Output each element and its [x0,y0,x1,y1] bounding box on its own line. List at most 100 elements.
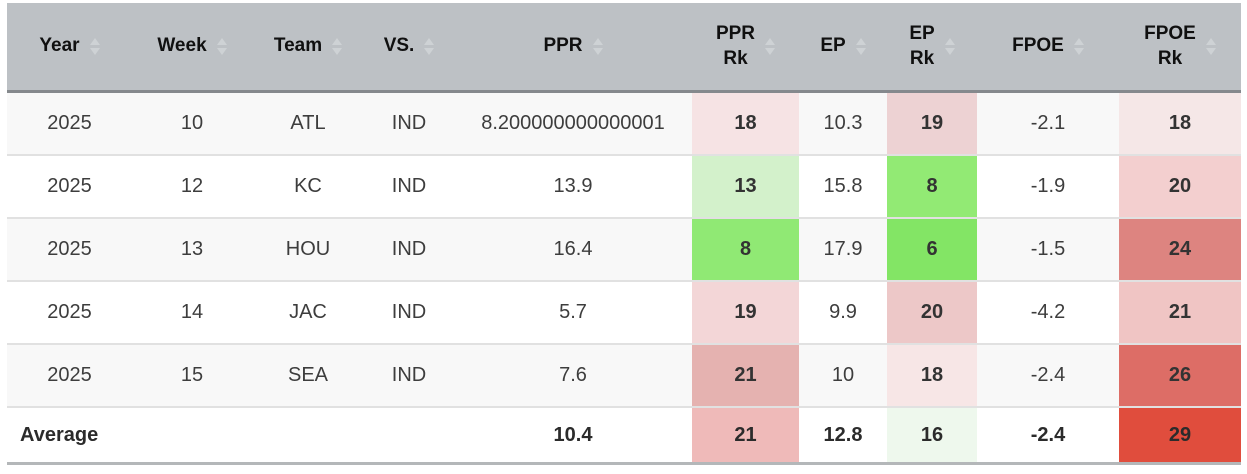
game-row: 2025 10 ATL IND 8.200000000000001 18 10.3 19 -2.… [7,91,1241,156]
sort-descending-icon [765,48,776,55]
sort-arrows-icon [332,38,343,55]
cell-ppr_rk: 21 [692,344,799,408]
sort-arrows-icon [89,38,100,55]
column-header-inner: VS. [364,34,454,59]
sort-descending-icon [89,48,100,55]
column-header-week[interactable]: Week [132,3,252,93]
sort-arrows-icon [424,38,435,55]
column-header-label: PPR [543,35,583,57]
cell-vs: IND [364,344,454,408]
sort-arrows-icon [592,38,603,55]
sort-ascending-icon [1205,38,1216,45]
cell-fpoe_rk: 26 [1119,344,1241,408]
column-header-year[interactable]: Year [7,3,132,93]
column-header-inner: EP Rk [887,22,977,71]
sort-descending-icon [855,48,866,55]
column-header-ep_rk[interactable]: EP Rk [887,3,977,93]
column-header-label: FPOE [1012,35,1064,57]
sort-ascending-icon [332,38,343,45]
sort-arrows-icon [1205,38,1216,55]
cell-week: 12 [132,155,252,219]
column-header-inner: FPOE [977,34,1119,59]
cell-ep_rk: 19 [887,91,977,156]
column-header-label: FPOE Rk [1144,22,1196,69]
cell-fpoe_rk: 21 [1119,281,1241,345]
game-row: 2025 12 KC IND 13.9 13 15.8 8 -1.9 20 [7,155,1241,219]
column-header-ppr[interactable]: PPR [454,3,692,93]
cell-vs: IND [364,91,454,156]
average-cell-ppr_rk: 21 [692,407,799,465]
cell-ep: 15.8 [799,155,887,219]
cell-team: ATL [252,91,364,156]
sort-arrows-icon [216,38,227,55]
cell-vs: IND [364,155,454,219]
average-label: Average [7,407,132,465]
cell-year: 2025 [7,344,132,408]
sort-ascending-icon [855,38,866,45]
cell-week: 13 [132,218,252,282]
cell-team: KC [252,155,364,219]
cell-ppr_rk: 13 [692,155,799,219]
column-header-inner: EP [799,34,887,59]
average-cell-fpoe: -2.4 [977,407,1119,465]
player-gamelog-table: Year Week Team VS. PPR PPR Rk EP EP Rk FPOE FPOE … [7,3,1241,465]
cell-ppr: 13.9 [454,155,692,219]
cell-ppr_rk: 8 [692,218,799,282]
column-header-ppr_rk[interactable]: PPR Rk [692,3,799,93]
cell-fpoe_rk: 18 [1119,91,1241,156]
cell-year: 2025 [7,91,132,156]
column-header-label: Team [273,35,323,57]
header-row: Year Week Team VS. PPR PPR Rk EP EP Rk FPOE FPOE … [7,3,1241,93]
cell-fpoe: -4.2 [977,281,1119,345]
cell-week: 15 [132,344,252,408]
column-header-vs[interactable]: VS. [364,3,454,93]
sort-ascending-icon [944,38,955,45]
sort-ascending-icon [89,38,100,45]
average-cell-ep_rk: 16 [887,407,977,465]
cell-ep: 17.9 [799,218,887,282]
table-header: Year Week Team VS. PPR PPR Rk EP EP Rk FPOE FPOE … [7,3,1241,93]
cell-week: 14 [132,281,252,345]
cell-week: 10 [132,91,252,156]
cell-team: HOU [252,218,364,282]
column-header-team[interactable]: Team [252,3,364,93]
sort-descending-icon [424,48,435,55]
average-cell-team [252,407,364,465]
column-header-label: Year [39,35,80,57]
cell-ppr: 7.6 [454,344,692,408]
sort-descending-icon [332,48,343,55]
cell-ep_rk: 8 [887,155,977,219]
cell-vs: IND [364,218,454,282]
average-cell-week [132,407,252,465]
game-row: 2025 13 HOU IND 16.4 8 17.9 6 -1.5 24 [7,218,1241,282]
game-row: 2025 15 SEA IND 7.6 21 10 18 -2.4 26 [7,344,1241,408]
column-header-fpoe[interactable]: FPOE [977,3,1119,93]
column-header-inner: PPR [454,34,692,59]
cell-ep_rk: 20 [887,281,977,345]
column-header-inner: PPR Rk [692,22,799,71]
cell-ep: 9.9 [799,281,887,345]
sort-ascending-icon [424,38,435,45]
cell-team: SEA [252,344,364,408]
cell-fpoe: -1.9 [977,155,1119,219]
sort-arrows-icon [855,38,866,55]
column-header-label: EP [820,35,846,57]
table-body: 2025 10 ATL IND 8.200000000000001 18 10.3 19 -2.… [7,91,1241,465]
game-row: 2025 14 JAC IND 5.7 19 9.9 20 -4.2 21 [7,281,1241,345]
sort-ascending-icon [592,38,603,45]
sort-descending-icon [592,48,603,55]
cell-year: 2025 [7,218,132,282]
cell-ep_rk: 6 [887,218,977,282]
column-header-label: VS. [383,35,415,57]
cell-fpoe_rk: 24 [1119,218,1241,282]
cell-ep: 10.3 [799,91,887,156]
cell-team: JAC [252,281,364,345]
cell-ep: 10 [799,344,887,408]
sort-descending-icon [1205,48,1216,55]
column-header-ep[interactable]: EP [799,3,887,93]
average-cell-ep: 12.8 [799,407,887,465]
cell-year: 2025 [7,155,132,219]
column-header-fpoe_rk[interactable]: FPOE Rk [1119,3,1241,93]
column-header-inner: Year [7,34,132,59]
